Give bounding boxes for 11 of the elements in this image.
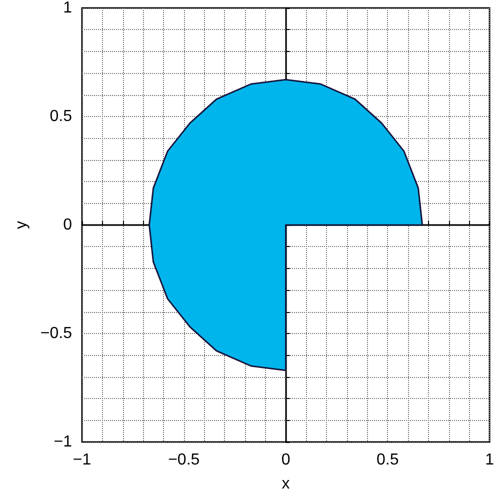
y-tick-label: 1 [63,0,72,16]
y-tick-label: 0 [63,216,72,234]
x-tick-label: 1 [485,452,494,468]
y-axis-title: y [13,221,30,229]
y-tick-label: 0.5 [50,108,72,125]
x-axis-title: x [282,476,290,492]
x-tick-label: 0 [281,452,290,468]
y-tick-label: −0.5 [40,325,72,342]
x-tick-label: −0.5 [168,452,200,468]
y-tick-label: −1 [54,434,72,450]
x-tick-label: 0.5 [376,452,399,468]
